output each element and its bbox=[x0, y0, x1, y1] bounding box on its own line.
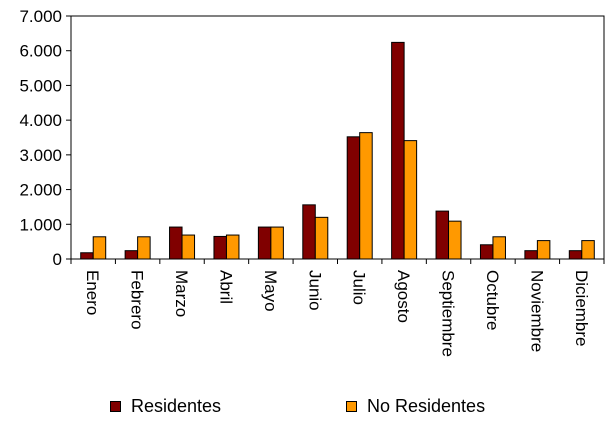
bar-no-residentes-febrero bbox=[137, 236, 151, 260]
x-tick-label: Junio bbox=[305, 270, 324, 311]
bar-no-residentes-septiembre bbox=[448, 220, 462, 260]
bar-residentes-febrero bbox=[124, 250, 139, 260]
bars bbox=[80, 41, 595, 260]
legend-label-no-residentes: No Residentes bbox=[367, 396, 486, 416]
y-tick-label: 7.000 bbox=[19, 7, 62, 26]
y-tick-label: 6.000 bbox=[19, 42, 62, 61]
legend-label-residentes: Residentes bbox=[131, 396, 222, 416]
x-tick-label: Julio bbox=[350, 270, 369, 305]
bar-no-residentes-noviembre bbox=[536, 240, 551, 260]
bar-no-residentes-abril bbox=[225, 234, 240, 260]
y-tick-label: 2.000 bbox=[19, 181, 62, 200]
x-tick-label: Enero bbox=[83, 270, 102, 315]
y-axis: 0 1.000 2.000 3.000 4.000 5.000 6.000 7.000 bbox=[19, 7, 71, 269]
bar-no-residentes-julio bbox=[359, 132, 373, 260]
bar-residentes-marzo bbox=[169, 226, 183, 260]
legend-item-no-residentes: No Residentes bbox=[346, 396, 485, 417]
x-axis: Enero Febrero Marzo Abril Mayo Junio Julio Agos… bbox=[70, 259, 605, 357]
legend-item-residentes: Residentes bbox=[110, 396, 221, 417]
x-tick-label: Noviembre bbox=[527, 270, 546, 352]
x-tick-label: Agosto bbox=[394, 270, 413, 323]
bar-no-residentes-junio bbox=[314, 216, 329, 260]
y-tick-label: 0 bbox=[53, 250, 62, 269]
x-tick-label: Febrero bbox=[128, 270, 147, 330]
bar-residentes-octubre bbox=[479, 244, 494, 260]
bar-residentes-junio bbox=[302, 204, 316, 260]
bar-no-residentes-diciembre bbox=[581, 240, 595, 260]
bar-residentes-septiembre bbox=[435, 210, 450, 260]
bar-no-residentes-octubre bbox=[492, 236, 506, 260]
legend: Residentes No Residentes bbox=[0, 396, 608, 420]
y-tick-label: 5.000 bbox=[19, 76, 62, 95]
bar-chart: 0 1.000 2.000 3.000 4.000 5.000 6.000 7.000 Ene… bbox=[19, 7, 605, 357]
bar-residentes-mayo bbox=[257, 226, 272, 260]
x-tick-label: Marzo bbox=[172, 270, 191, 317]
y-tick-label: 1.000 bbox=[19, 215, 62, 234]
bar-no-residentes-marzo bbox=[181, 234, 196, 260]
bar-residentes-julio bbox=[346, 136, 361, 260]
bar-residentes-agosto bbox=[391, 41, 405, 260]
y-tick-label: 4.000 bbox=[19, 111, 62, 130]
bar-no-residentes-enero bbox=[92, 236, 107, 260]
plot-area bbox=[70, 15, 605, 260]
legend-swatch-no-residentes bbox=[346, 401, 357, 412]
bar-no-residentes-agosto bbox=[403, 140, 418, 260]
bar-residentes-abril bbox=[213, 235, 227, 260]
x-tick-label: Mayo bbox=[261, 270, 280, 312]
x-tick-label: Octubre bbox=[483, 270, 502, 330]
y-tick-label: 3.000 bbox=[19, 146, 62, 165]
bar-residentes-noviembre bbox=[524, 250, 538, 260]
bar-residentes-enero bbox=[80, 252, 94, 260]
legend-swatch-residentes bbox=[110, 401, 121, 412]
bar-no-residentes-mayo bbox=[270, 226, 284, 260]
x-tick-label: Septiembre bbox=[439, 270, 458, 357]
plot-border bbox=[70, 15, 605, 260]
x-tick-label: Abril bbox=[216, 270, 235, 304]
x-tick-label: Diciembre bbox=[572, 270, 591, 347]
bar-residentes-diciembre bbox=[568, 250, 583, 260]
